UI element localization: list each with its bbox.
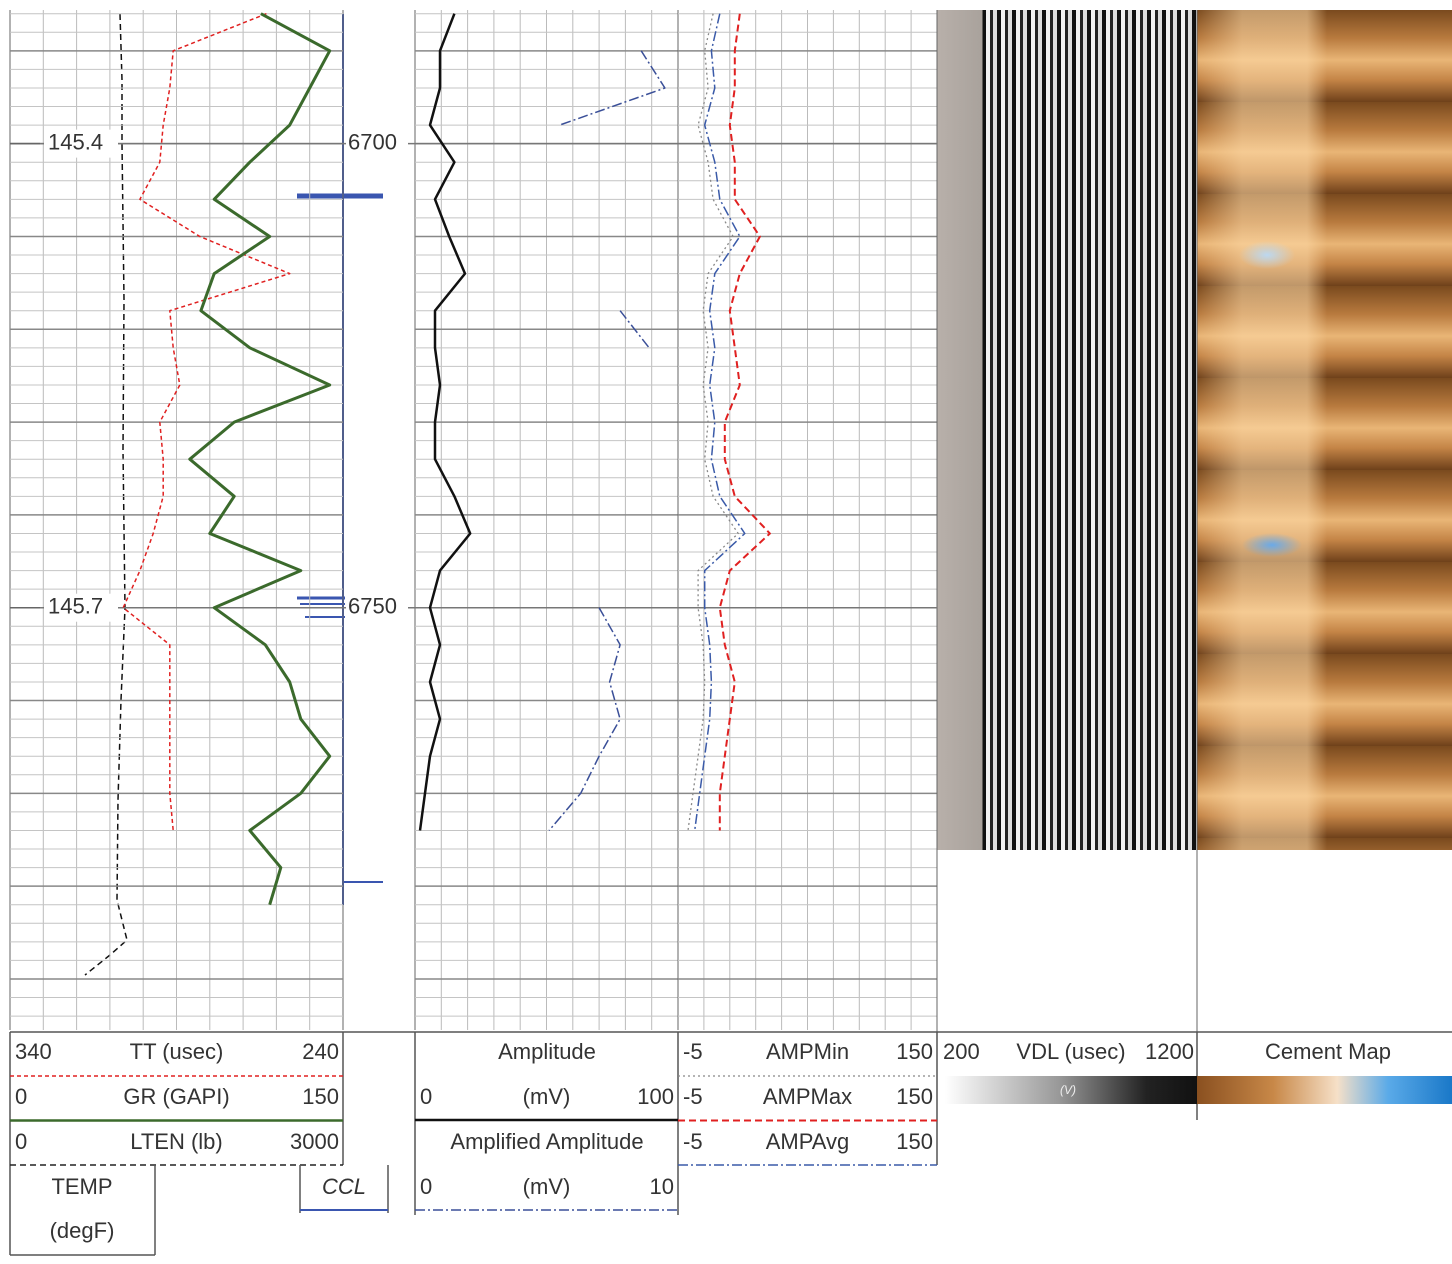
- scale-left: -5: [683, 1084, 703, 1109]
- log-curve: [718, 13, 771, 831]
- temp-curve: [84, 13, 128, 976]
- depth-label-bg: [346, 593, 408, 622]
- scale-left: 0: [420, 1174, 432, 1199]
- log-curve: [693, 13, 746, 831]
- grid: [9, 10, 1198, 1120]
- scale-right: 240: [302, 1039, 339, 1064]
- curve-name: GR (GAPI): [123, 1084, 229, 1109]
- vdl-image: [937, 10, 1197, 850]
- vdl-name: VDL (usec): [1016, 1039, 1125, 1064]
- log-curve: [548, 607, 621, 831]
- log-curve: [122, 13, 291, 831]
- depth-label-bg: [346, 129, 408, 158]
- vdl-scale-left: 200: [943, 1039, 980, 1064]
- scale-left: -5: [683, 1039, 703, 1064]
- scale-right: 150: [896, 1084, 933, 1109]
- curve-name: TT (usec): [130, 1039, 224, 1064]
- scale-left: 0: [420, 1084, 432, 1109]
- curve-name: AMPMin: [766, 1039, 849, 1064]
- log-curve: [687, 13, 739, 831]
- scale-right: 150: [896, 1039, 933, 1064]
- cement-title: Cement Map: [1265, 1039, 1391, 1064]
- scale-left: 340: [15, 1039, 52, 1064]
- depth-label: 6750: [348, 594, 397, 619]
- log-curve: [559, 50, 666, 126]
- temp-label: 145.4: [48, 129, 103, 154]
- log-curve: [619, 310, 650, 349]
- curve-name: Amplified Amplitude: [450, 1129, 643, 1154]
- vdl-bar-label: (V): [1060, 1083, 1076, 1097]
- temp-label: 145.7: [48, 594, 103, 619]
- temp-title: TEMP: [51, 1174, 112, 1199]
- log-curve: [418, 13, 472, 831]
- curve-name: LTEN (lb): [130, 1129, 223, 1154]
- curve-unit: (mV): [523, 1174, 571, 1199]
- cement-map-image: [1197, 10, 1452, 850]
- scale-right: 3000: [290, 1129, 339, 1154]
- scale-right: 150: [302, 1084, 339, 1109]
- scale-left: -5: [683, 1129, 703, 1154]
- curve-unit: (mV): [523, 1084, 571, 1109]
- temp-label-bg: [44, 129, 118, 158]
- curve-name: AMPMax: [763, 1084, 852, 1109]
- depth-label: 6700: [348, 129, 397, 154]
- scale-right: 100: [637, 1084, 674, 1109]
- scale-right: 10: [650, 1174, 674, 1199]
- cement-colorbar: [1197, 1076, 1452, 1104]
- vdl-scale-right: 1200: [1145, 1039, 1194, 1064]
- vdl-colorbar: [945, 1076, 1197, 1104]
- curve-name: Amplitude: [498, 1039, 596, 1064]
- ccl-title: CCL: [322, 1174, 366, 1199]
- scale-left: 0: [15, 1129, 27, 1154]
- log-curve: [188, 12, 332, 906]
- curve-name: AMPAvg: [766, 1129, 850, 1154]
- scale-left: 0: [15, 1084, 27, 1109]
- scale-right: 150: [896, 1129, 933, 1154]
- temp-label-bg: [44, 593, 118, 622]
- temp-unit: (degF): [50, 1218, 115, 1243]
